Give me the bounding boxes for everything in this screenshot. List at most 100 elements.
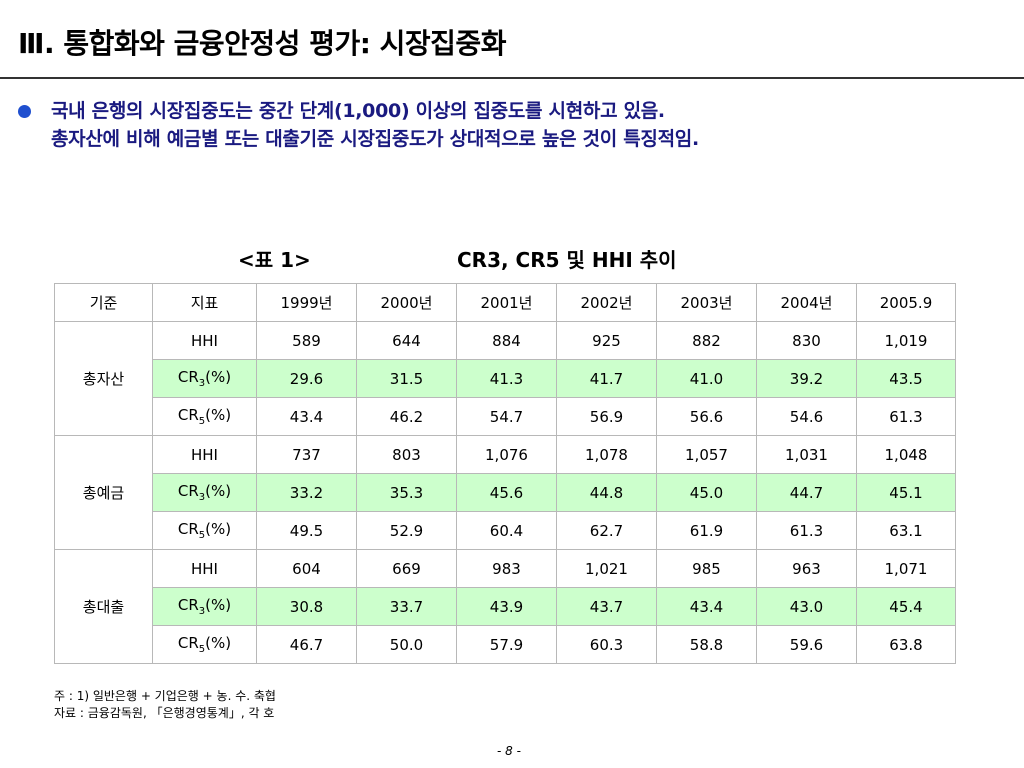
table-row: 총자산 HHI 589 644 884 925 882 830 1,019 (54, 321, 956, 436)
value-cell: 50.0 (356, 625, 457, 664)
value-cell: 1,019 (856, 321, 956, 360)
value-cell: 884 (456, 321, 557, 360)
value-cell: 41.3 (456, 359, 557, 398)
bullet-line-1: 국내 은행의 시장집중도는 중간 단계(1,000) 이상의 집중도를 시현하고… (51, 100, 665, 122)
column-header: 1999년 (256, 283, 357, 322)
value-cell: 925 (556, 321, 657, 360)
page-number: - 8 - (497, 744, 521, 758)
table-row: CR5(%) 46.7 50.0 57.9 60.3 58.8 59.6 63.8 (55, 625, 956, 664)
value-cell: 1,048 (856, 435, 956, 474)
column-header: 2003년 (656, 283, 757, 322)
value-cell: 62.7 (556, 511, 657, 550)
indicator-cell: CR5(%) (152, 625, 257, 664)
value-cell: 33.2 (256, 473, 357, 512)
table-row: CR5(%) 43.4 46.2 54.7 56.9 56.6 54.6 61.3 (55, 397, 956, 436)
title-divider (0, 77, 1024, 79)
value-cell: 1,021 (556, 549, 657, 588)
value-cell: 1,057 (656, 435, 757, 474)
group-label-cell: 총예금 (54, 435, 153, 550)
value-cell: 43.0 (756, 587, 857, 626)
value-cell: 45.6 (456, 473, 557, 512)
value-cell: 33.7 (356, 587, 457, 626)
value-cell: 737 (256, 435, 357, 474)
indicator-name: CR (177, 520, 199, 538)
value-cell: 46.2 (356, 397, 457, 436)
value-cell: 983 (456, 549, 557, 588)
value-cell: 589 (256, 321, 357, 360)
table-caption-title: CR3, CR5 및 HHI 추이 (457, 248, 677, 272)
indicator-unit: (%) (205, 482, 232, 500)
indicator-unit: (%) (205, 368, 232, 386)
indicator-name: CR (177, 482, 199, 500)
table-caption-label: <표 1> (238, 248, 311, 272)
indicator-subscript: 3 (198, 606, 206, 617)
value-cell: 45.0 (656, 473, 757, 512)
value-cell: 43.7 (556, 587, 657, 626)
value-cell: 52.9 (356, 511, 457, 550)
value-cell: 41.7 (556, 359, 657, 398)
table-row: 총예금 HHI 737 803 1,076 1,078 1,057 1,031 1,048 (54, 435, 956, 550)
value-cell: 60.3 (556, 625, 657, 664)
indicator-subscript: 5 (198, 530, 206, 541)
table-row: 총대출 HHI 604 669 983 1,021 985 963 1,071 (54, 549, 956, 664)
value-cell: 882 (656, 321, 757, 360)
value-cell: 54.6 (756, 397, 857, 436)
indicator-cell: HHI (152, 435, 257, 474)
value-cell: 49.5 (256, 511, 357, 550)
value-cell: 35.3 (356, 473, 457, 512)
value-cell: 43.4 (256, 397, 357, 436)
value-cell: 43.4 (656, 587, 757, 626)
value-cell: 45.1 (856, 473, 956, 512)
value-cell: 30.8 (256, 587, 357, 626)
column-header: 지표 (152, 283, 257, 322)
group-label-cell: 총대출 (54, 549, 153, 664)
bullet-icon (18, 105, 31, 118)
column-header: 2000년 (356, 283, 457, 322)
value-cell: 41.0 (656, 359, 757, 398)
value-cell: 63.1 (856, 511, 956, 550)
value-cell: 43.5 (856, 359, 956, 398)
bullet-line-2: 총자산에 비해 예금별 또는 대출기준 시장집중도가 상대적으로 높은 것이 특… (51, 128, 699, 150)
source-note: 자료 : 금융감독원, 「은행경영통계」, 각 호 (54, 706, 275, 720)
value-cell: 60.4 (456, 511, 557, 550)
table-row: CR3(%) 33.2 35.3 45.6 44.8 45.0 44.7 45.1 (55, 473, 956, 512)
indicator-subscript: 5 (198, 416, 206, 427)
value-cell: 963 (756, 549, 857, 588)
indicator-name: CR (177, 596, 199, 614)
bullet-point: 국내 은행의 시장집중도는 중간 단계(1,000) 이상의 집중도를 시현하고… (18, 97, 1008, 153)
value-cell: 39.2 (756, 359, 857, 398)
value-cell: 985 (656, 549, 757, 588)
group-label-cell: 총자산 (54, 321, 153, 436)
value-cell: 58.8 (656, 625, 757, 664)
indicator-cell: CR5(%) (152, 397, 257, 436)
value-cell: 44.8 (556, 473, 657, 512)
indicator-cell: HHI (152, 321, 257, 360)
indicator-cell: CR3(%) (152, 359, 257, 398)
indicator-unit: (%) (205, 634, 232, 652)
value-cell: 45.4 (856, 587, 956, 626)
value-cell: 61.3 (856, 397, 956, 436)
value-cell: 57.9 (456, 625, 557, 664)
value-cell: 604 (256, 549, 357, 588)
value-cell: 43.9 (456, 587, 557, 626)
indicator-name: CR (177, 406, 199, 424)
table-row: CR3(%) 30.8 33.7 43.9 43.7 43.4 43.0 45.4 (55, 587, 956, 626)
value-cell: 803 (356, 435, 457, 474)
table-row: CR5(%) 49.5 52.9 60.4 62.7 61.9 61.3 63.1 (55, 511, 956, 550)
value-cell: 54.7 (456, 397, 557, 436)
value-cell: 1,076 (456, 435, 557, 474)
value-cell: 29.6 (256, 359, 357, 398)
value-cell: 31.5 (356, 359, 457, 398)
indicator-unit: (%) (205, 520, 232, 538)
indicator-unit: (%) (205, 406, 232, 424)
footnote-1: 주 : 1) 일반은행 + 기업은행 + 농. 수. 축협 (54, 689, 276, 703)
indicator-cell: CR3(%) (152, 587, 257, 626)
table-row: CR3(%) 29.6 31.5 41.3 41.7 41.0 39.2 43.5 (55, 359, 956, 398)
column-header: 2001년 (456, 283, 557, 322)
indicator-name: HHI (191, 559, 218, 578)
footnotes: 주 : 1) 일반은행 + 기업은행 + 농. 수. 축협 자료 : 금융감독원… (54, 688, 276, 722)
indicator-subscript: 3 (198, 378, 206, 389)
column-header: 2002년 (556, 283, 657, 322)
table-header-row: 기준 지표 1999년 2000년 2001년 2002년 2003년 2004… (54, 283, 956, 322)
value-cell: 59.6 (756, 625, 857, 664)
